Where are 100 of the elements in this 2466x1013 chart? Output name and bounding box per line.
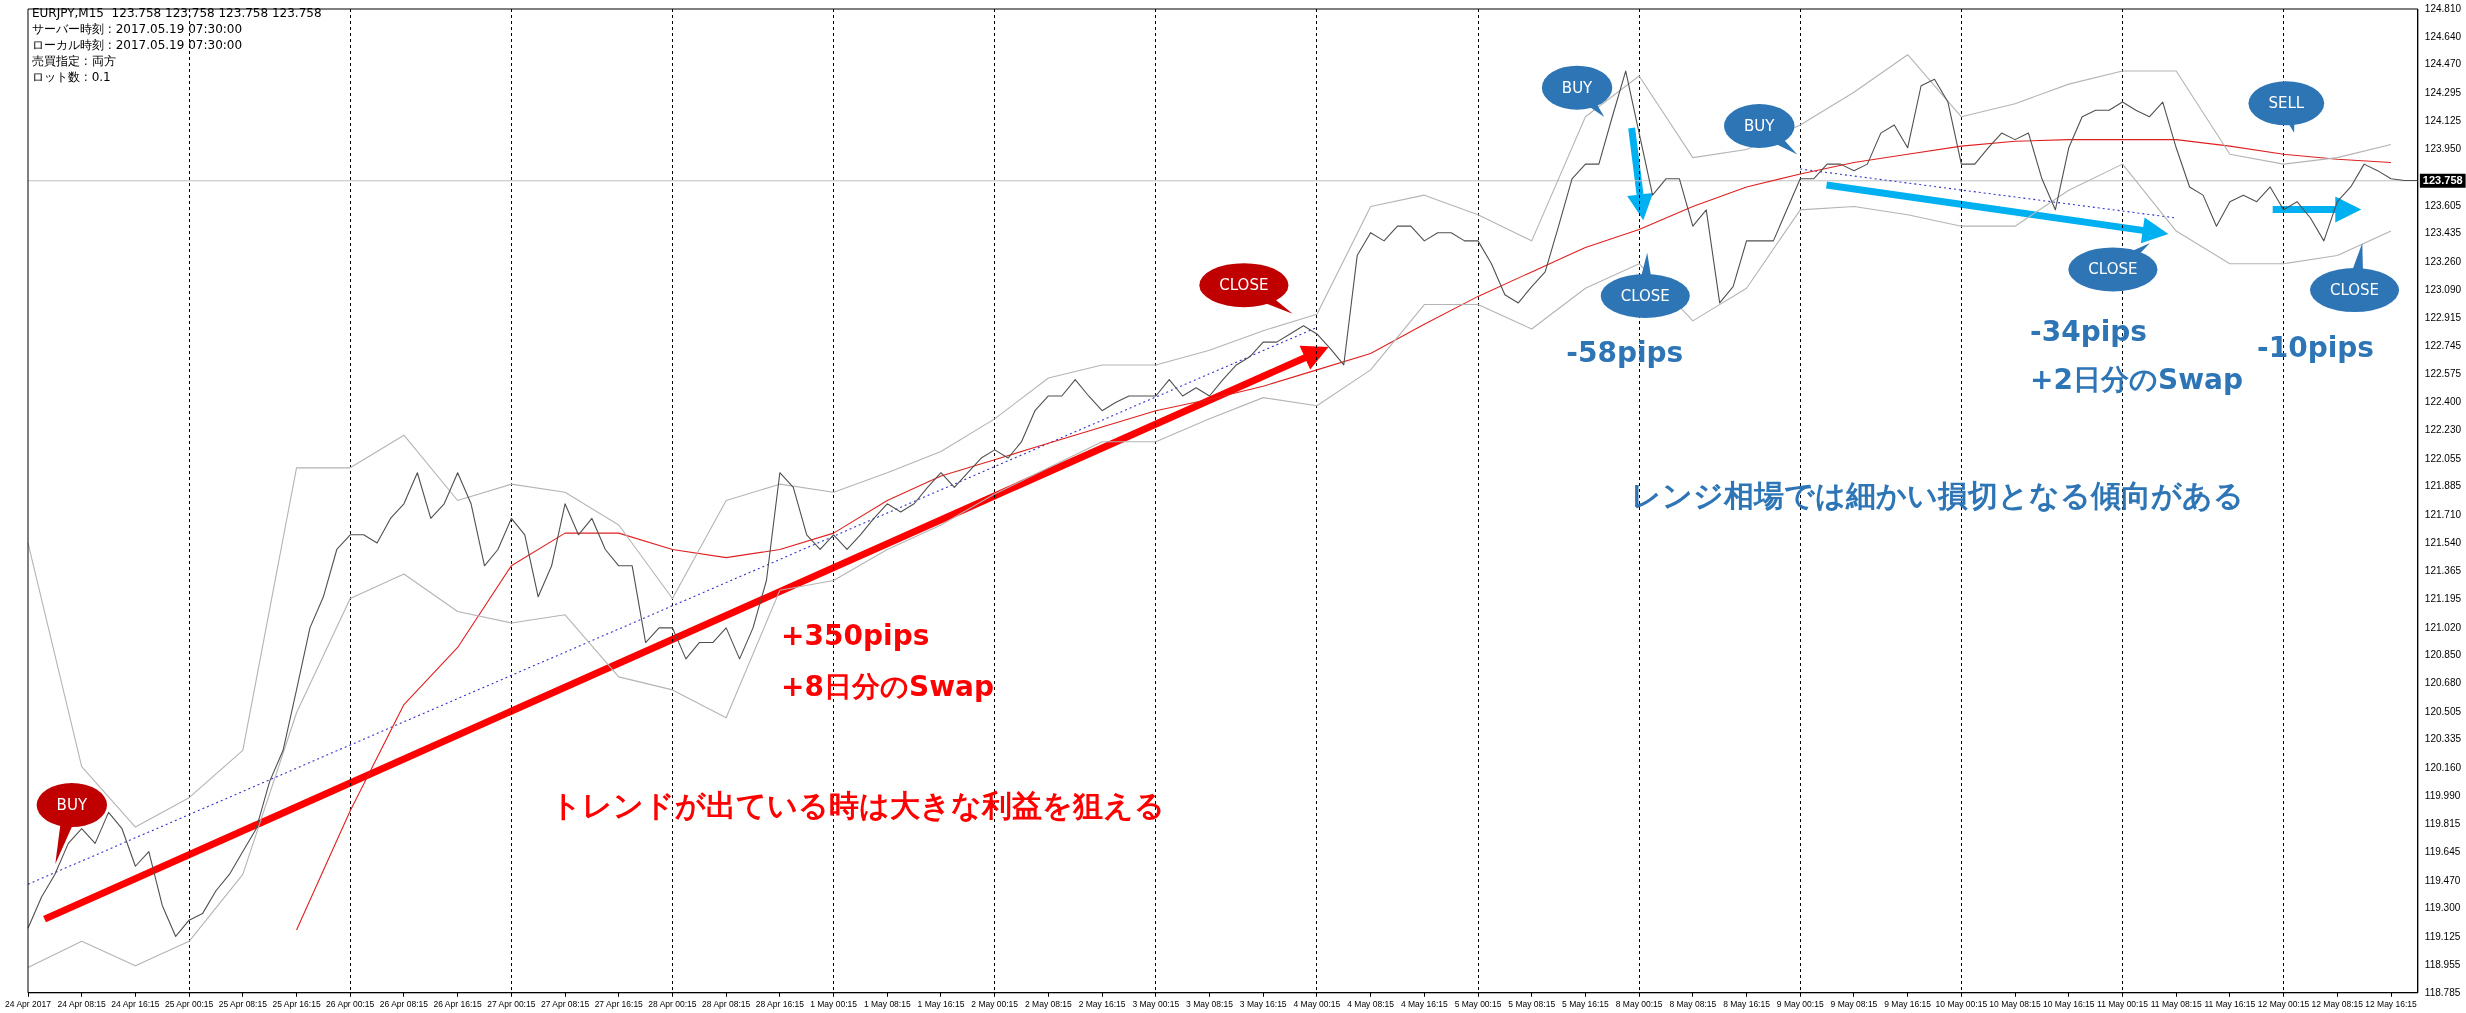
x-tick-label: 5 May 16:15 <box>1562 999 1610 1010</box>
annotation: CLOSE <box>1620 286 1670 305</box>
y-tick-label: 122.230 <box>2424 424 2462 436</box>
y-tick-label: 123.435 <box>2424 227 2462 239</box>
y-tick-label: 119.470 <box>2424 874 2461 886</box>
x-tick-label: 1 May 08:15 <box>863 999 911 1010</box>
x-tick-label: 5 May 00:15 <box>1454 999 1502 1010</box>
x-tick-label: 24 Apr 08:15 <box>57 999 107 1010</box>
x-tick-label: 25 Apr 16:15 <box>272 999 321 1010</box>
annotation: CLOSE <box>2329 281 2380 300</box>
x-tick-label: 28 Apr 16:15 <box>755 999 805 1010</box>
x-tick-label: 2 May 16:15 <box>1078 999 1126 1010</box>
annotation: BUY <box>1561 78 1594 97</box>
x-tick-label: 2 May 00:15 <box>971 999 1019 1010</box>
y-tick-label: 119.990 <box>2424 789 2461 801</box>
y-tick-label: 118.955 <box>2424 958 2461 970</box>
annotation: -34pips <box>2030 314 2148 348</box>
x-tick-label: 8 May 16:15 <box>1723 999 1771 1010</box>
x-tick-label: 12 May 00:15 <box>2257 999 2310 1010</box>
annotation: トレンドが出ている時は大きな利益を狙える <box>551 787 1166 823</box>
y-tick-label: 124.640 <box>2424 30 2462 42</box>
x-tick-label: 3 May 00:15 <box>1132 999 1180 1010</box>
x-tick-label: 24 Apr 16:15 <box>111 999 160 1010</box>
y-tick-label: 121.365 <box>2424 565 2462 577</box>
annotation: -58pips <box>1566 336 1684 370</box>
y-tick-label: 123.260 <box>2424 255 2462 267</box>
y-tick-label: 123.090 <box>2424 283 2462 295</box>
y-tick-label: 124.810 <box>2424 2 2462 14</box>
x-tick-label: 26 Apr 08:15 <box>379 999 429 1010</box>
y-tick-label: 122.915 <box>2424 312 2462 324</box>
x-tick-label: 28 Apr 08:15 <box>702 999 751 1010</box>
x-tick-label: 26 Apr 16:15 <box>433 999 483 1010</box>
y-tick-label: 119.815 <box>2424 818 2461 830</box>
y-tick-label: 124.125 <box>2424 114 2462 126</box>
y-tick-label: 121.885 <box>2424 480 2462 492</box>
annotation: +8日分のSwap <box>781 670 995 704</box>
annotation: 売買指定 : 両方 <box>32 54 116 69</box>
x-tick-label: 11 May 16:15 <box>2204 999 2256 1010</box>
y-tick-label: 119.300 <box>2424 902 2461 914</box>
x-tick-label: 27 Apr 08:15 <box>540 999 590 1010</box>
annotation: +350pips <box>781 619 930 653</box>
annotation: BUY <box>56 796 88 815</box>
x-tick-label: 8 May 00:15 <box>1615 999 1663 1010</box>
annotation: CLOSE <box>2088 260 2138 279</box>
y-tick-label: 123.950 <box>2424 143 2462 155</box>
x-tick-label: 4 May 16:15 <box>1400 999 1448 1010</box>
x-tick-label: 27 Apr 00:15 <box>487 999 536 1010</box>
x-tick-label: 27 Apr 16:15 <box>594 999 644 1010</box>
annotation: CLOSE <box>1219 276 1269 295</box>
y-tick-label: 122.055 <box>2424 452 2462 464</box>
y-tick-label: 120.680 <box>2424 677 2462 689</box>
y-tick-label: 119.125 <box>2424 931 2461 943</box>
x-tick-label: 10 May 16:15 <box>2043 999 2095 1010</box>
y-tick-label: 122.575 <box>2424 367 2462 379</box>
x-tick-label: 12 May 16:15 <box>2365 999 2418 1010</box>
x-tick-label: 1 May 00:15 <box>810 999 858 1010</box>
y-tick-label: 121.710 <box>2424 508 2462 520</box>
y-tick-label: 120.850 <box>2424 649 2462 661</box>
y-tick-label: 124.295 <box>2424 86 2462 98</box>
annotation: ローカル時刻 : 2017.05.19 07:30:00 <box>32 38 243 53</box>
y-tick-label: 121.540 <box>2424 536 2462 548</box>
ref-line-label: 123.758 <box>2422 173 2463 186</box>
y-tick-label: 120.160 <box>2424 762 2462 774</box>
x-tick-label: 24 Apr 2017 <box>5 999 52 1010</box>
x-tick-label: 9 May 08:15 <box>1830 999 1878 1010</box>
y-tick-label: 121.020 <box>2424 621 2462 633</box>
y-tick-label: 118.785 <box>2424 986 2461 998</box>
x-tick-label: 2 May 08:15 <box>1025 999 1073 1010</box>
annotation: -10pips <box>2257 331 2375 365</box>
y-tick-label: 124.470 <box>2424 58 2462 70</box>
x-tick-label: 3 May 08:15 <box>1186 999 1234 1010</box>
x-tick-label: 11 May 08:15 <box>2150 999 2202 1010</box>
y-tick-label: 122.745 <box>2424 339 2462 351</box>
x-tick-label: 25 Apr 00:15 <box>165 999 214 1010</box>
annotation: サーバー時刻 : 2017.05.19 07:30:00 <box>32 22 243 37</box>
y-tick-label: 123.605 <box>2424 199 2462 211</box>
x-tick-label: 10 May 00:15 <box>1935 999 1988 1010</box>
y-tick-label: 119.645 <box>2424 846 2461 858</box>
y-tick-label: 122.400 <box>2424 396 2462 408</box>
x-tick-label: 9 May 16:15 <box>1884 999 1932 1010</box>
annotation: BUY <box>1744 116 1776 135</box>
x-tick-label: 10 May 08:15 <box>1989 999 2042 1010</box>
x-tick-label: 25 Apr 08:15 <box>218 999 268 1010</box>
x-tick-label: 28 Apr 00:15 <box>648 999 697 1010</box>
x-tick-label: 12 May 08:15 <box>2311 999 2364 1010</box>
chart-title: EURJPY,M15 123.758 123.758 123.758 123.758 <box>32 6 322 21</box>
x-tick-label: 1 May 16:15 <box>917 999 965 1010</box>
x-tick-label: 4 May 00:15 <box>1293 999 1341 1010</box>
annotation: SELL <box>2268 94 2305 113</box>
x-tick-label: 5 May 08:15 <box>1508 999 1556 1010</box>
x-tick-label: 11 May 00:15 <box>2097 999 2149 1010</box>
annotation: ロット数 : 0.1 <box>32 70 111 85</box>
y-tick-label: 120.335 <box>2424 733 2462 745</box>
x-tick-label: 26 Apr 00:15 <box>326 999 375 1010</box>
x-tick-label: 8 May 08:15 <box>1669 999 1717 1010</box>
y-tick-label: 120.505 <box>2424 705 2462 717</box>
annotation: +2日分のSwap <box>2030 362 2244 396</box>
y-tick-label: 121.195 <box>2424 593 2462 605</box>
x-tick-label: 4 May 08:15 <box>1347 999 1395 1010</box>
x-tick-label: 9 May 00:15 <box>1776 999 1824 1010</box>
